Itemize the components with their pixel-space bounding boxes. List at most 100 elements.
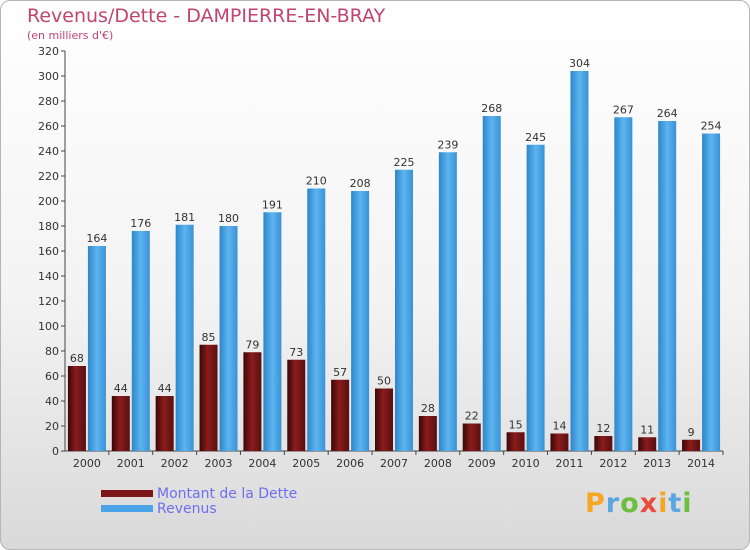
logo-letter: i xyxy=(658,488,669,519)
y-tick-label: 100 xyxy=(38,320,59,333)
bars xyxy=(67,71,721,451)
bar-dette xyxy=(550,433,569,451)
bar-dette xyxy=(594,436,613,451)
y-tick-label: 60 xyxy=(45,370,59,383)
bar-revenus xyxy=(219,226,238,451)
x-tick-label: 2000 xyxy=(73,457,101,470)
y-tick-label: 240 xyxy=(38,145,59,158)
bar-dette xyxy=(462,423,481,451)
logo-letter: r xyxy=(605,488,621,519)
bar-revenus xyxy=(395,169,413,451)
bar-revenus xyxy=(614,117,633,451)
x-tick-label: 2014 xyxy=(687,457,715,470)
data-label-revenus: 208 xyxy=(350,177,371,190)
y-tick-label: 140 xyxy=(38,270,59,283)
proxiti-logo: Proxiti xyxy=(585,488,693,519)
data-label-revenus: 254 xyxy=(701,120,722,133)
logo-letter: i xyxy=(682,488,693,519)
data-label-dette: 12 xyxy=(596,422,610,435)
x-tick-label: 2012 xyxy=(599,457,627,470)
data-labels: 68 164 44 176 44 181 85 180 79 191 73 210 57 208 50 225… xyxy=(70,57,722,439)
data-label-revenus: 191 xyxy=(262,198,283,211)
y-tick-label: 320 xyxy=(38,45,59,58)
data-label-dette: 22 xyxy=(465,410,479,423)
data-label-revenus: 304 xyxy=(569,57,590,70)
x-tick-label: 2009 xyxy=(468,457,496,470)
bar-revenus xyxy=(702,133,721,451)
y-tick-label: 220 xyxy=(38,170,59,183)
data-label-dette: 85 xyxy=(202,331,216,344)
bar-dette xyxy=(155,396,174,451)
data-label-dette: 73 xyxy=(289,346,303,359)
legend-swatch-dette xyxy=(101,490,153,497)
logo-letter: o xyxy=(620,488,640,519)
bar-dette xyxy=(287,359,306,451)
logo-letter: P xyxy=(585,488,606,519)
data-label-dette: 79 xyxy=(245,338,259,351)
bar-dette xyxy=(375,388,393,451)
logo-letter: t xyxy=(668,488,683,519)
bar-revenus xyxy=(482,116,501,451)
bar-revenus xyxy=(307,188,326,451)
x-tick-label: 2004 xyxy=(248,457,276,470)
data-label-dette: 14 xyxy=(552,420,566,433)
bar-dette xyxy=(638,437,657,451)
data-label-dette: 44 xyxy=(158,382,172,395)
y-tick-label: 40 xyxy=(45,395,59,408)
y-tick-label: 280 xyxy=(38,95,59,108)
data-label-revenus: 267 xyxy=(613,103,634,116)
data-label-revenus: 180 xyxy=(218,212,239,225)
bar-dette xyxy=(418,416,437,451)
y-tick-label: 120 xyxy=(38,295,59,308)
data-label-dette: 15 xyxy=(509,418,523,431)
x-tick-label: 2005 xyxy=(292,457,320,470)
y-tick-label: 160 xyxy=(38,245,59,258)
bar-dette xyxy=(506,432,525,451)
y-tick-label: 80 xyxy=(45,345,59,358)
data-label-dette: 44 xyxy=(114,382,128,395)
x-tick-label: 2002 xyxy=(161,457,189,470)
bar-dette xyxy=(682,439,701,451)
bar-revenus xyxy=(351,191,370,451)
data-label-dette: 57 xyxy=(333,366,347,379)
x-tick-label: 2003 xyxy=(205,457,233,470)
bar-dette xyxy=(111,396,130,451)
data-label-revenus: 210 xyxy=(306,175,327,188)
y-tick-label: 260 xyxy=(38,120,59,133)
data-label-revenus: 268 xyxy=(481,102,502,115)
y-tick-label: 0 xyxy=(52,445,59,458)
bar-revenus xyxy=(570,71,589,451)
data-label-revenus: 176 xyxy=(130,217,151,230)
bar-revenus xyxy=(263,212,282,451)
data-label-dette: 9 xyxy=(688,426,695,439)
data-label-revenus: 225 xyxy=(394,156,415,169)
data-label-dette: 28 xyxy=(421,402,435,415)
bar-revenus xyxy=(87,246,106,451)
data-label-revenus: 245 xyxy=(525,131,546,144)
y-tick-label: 20 xyxy=(45,420,59,433)
bar-dette xyxy=(199,344,218,451)
x-tick-label: 2007 xyxy=(380,457,408,470)
bar-revenus xyxy=(658,121,677,451)
bar-revenus xyxy=(175,224,194,451)
bar-dette xyxy=(331,379,350,451)
x-tick-label: 2013 xyxy=(643,457,671,470)
data-label-dette: 50 xyxy=(377,375,391,388)
data-label-dette: 11 xyxy=(640,423,654,436)
bar-dette xyxy=(243,352,262,451)
x-tick-label: 2006 xyxy=(336,457,364,470)
legend-label-revenus: Revenus xyxy=(157,501,217,517)
x-tick-label: 2011 xyxy=(555,457,583,470)
bar-revenus xyxy=(438,152,457,451)
y-tick-label: 300 xyxy=(38,70,59,83)
legend-swatch-revenus xyxy=(101,505,153,512)
axes: 0 20 40 60 80 100 120 140 160 180 200 220 240 260 280 3… xyxy=(38,45,724,470)
chart-title: Revenus/Dette - DAMPIERRE-EN-BRAY xyxy=(27,5,386,27)
bar-revenus xyxy=(131,231,150,451)
x-tick-label: 2008 xyxy=(424,457,452,470)
x-tick-label: 2010 xyxy=(512,457,540,470)
y-tick-label: 200 xyxy=(38,195,59,208)
x-tick-label: 2001 xyxy=(117,457,145,470)
